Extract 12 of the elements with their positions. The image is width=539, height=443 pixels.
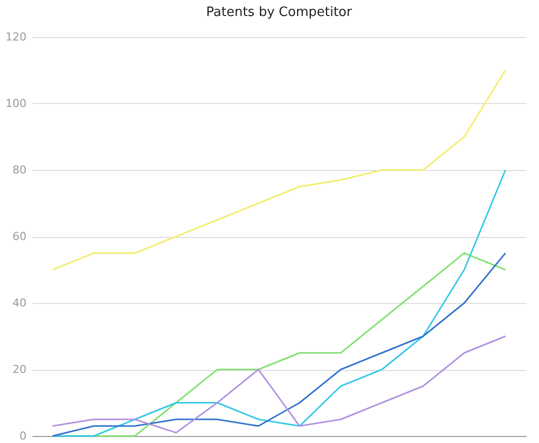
y-tick-label: 60	[12, 230, 26, 243]
line-series	[52, 336, 506, 434]
y-tick-label: 40	[12, 296, 26, 310]
y-tick-label: 20	[12, 363, 26, 376]
line-series	[52, 169, 506, 437]
y-tick-label: 100	[6, 97, 26, 110]
line-series	[52, 252, 506, 437]
y-tick-label: 0	[20, 430, 26, 442]
chart-title: Patents by Competitor	[206, 5, 352, 20]
y-tick-label: 120	[6, 30, 26, 44]
line-series	[52, 70, 506, 270]
y-tick-label: 80	[12, 164, 26, 176]
